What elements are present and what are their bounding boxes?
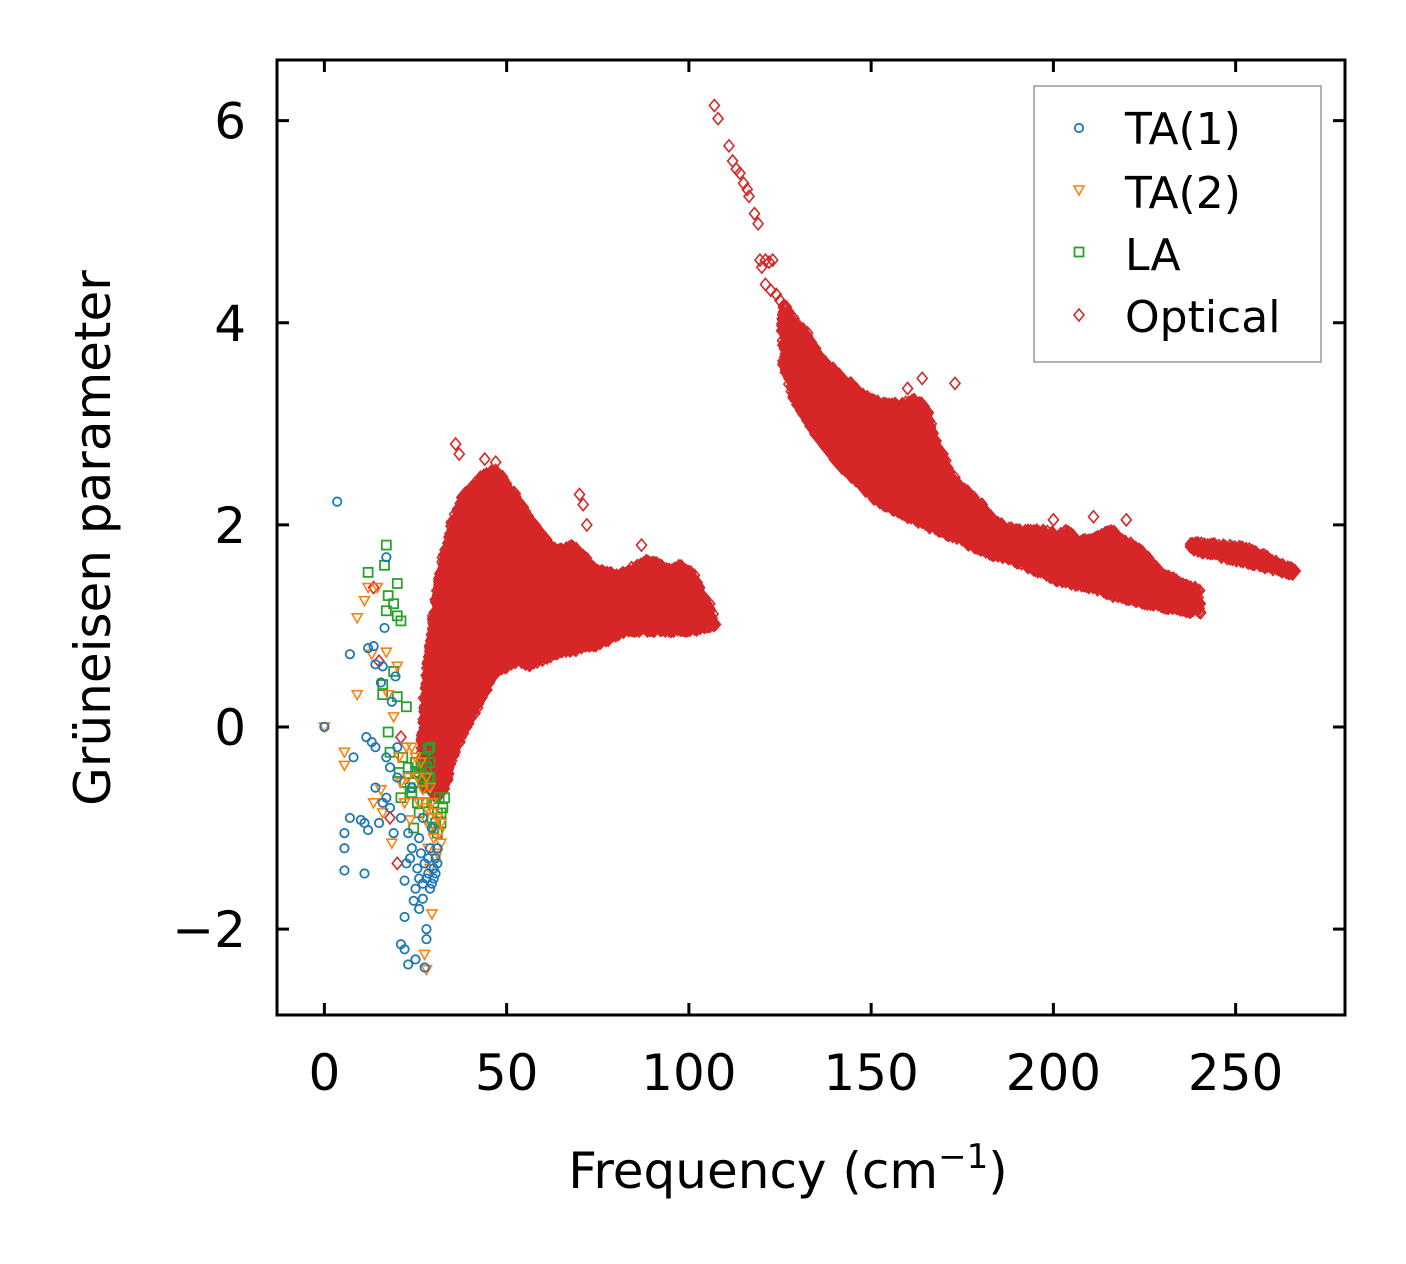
points-layer xyxy=(318,98,1302,977)
